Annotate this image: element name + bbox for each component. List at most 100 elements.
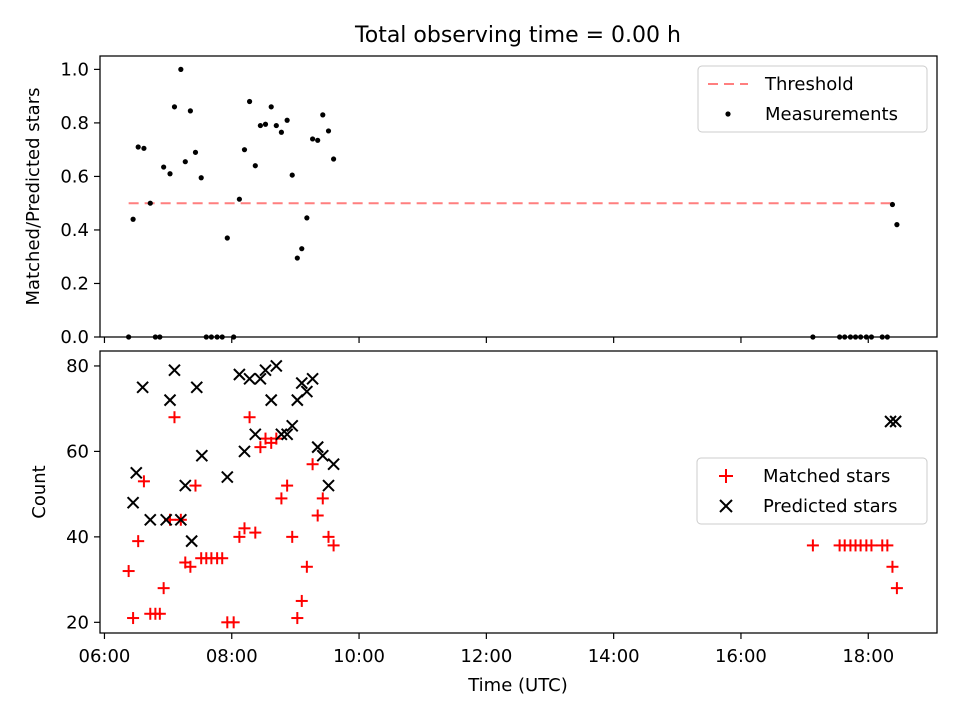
measurement-point <box>852 334 859 340</box>
measurement-point <box>837 334 843 340</box>
predicted-star-point <box>327 458 340 471</box>
matched-star-point <box>306 458 319 471</box>
matched-star-point <box>327 539 340 552</box>
count-y-tick-label: 60 <box>66 441 89 462</box>
measurement-point <box>278 129 285 135</box>
matched-star-point <box>132 535 145 548</box>
predicted-star-point <box>884 415 897 428</box>
predicted-legend-label: Predicted stars <box>763 496 897 517</box>
matched-star-point <box>295 594 308 607</box>
ratio-y-tick-label: 0.0 <box>60 327 89 348</box>
x-tick-label: 14:00 <box>588 646 640 667</box>
measurement-point <box>320 112 326 118</box>
ratio-plot-frame <box>99 55 938 338</box>
ratio-y-tick-label: 0.2 <box>60 273 89 294</box>
ratio-y-ticks: 0.0 0.2 0.4 0.6 0.8 1.0 <box>60 59 100 348</box>
matched-star-point <box>243 411 256 424</box>
measurement-point <box>868 334 875 340</box>
measurement-point <box>241 147 248 153</box>
matched-star-point <box>227 616 240 629</box>
measurement-point <box>130 216 136 222</box>
matched-star-point <box>157 582 170 595</box>
predicted-star-point <box>159 513 173 526</box>
matched-star-point <box>275 492 288 505</box>
measurement-point <box>203 334 209 340</box>
count-plot-frame <box>99 350 938 634</box>
count-legend: Matched stars Predicted stars <box>696 457 928 525</box>
predicted-star-point <box>889 415 902 428</box>
count-panel: 20 40 60 80 06:00 08:00 10:00 12:00 14:00 16:00 1… <box>29 350 938 696</box>
count-y-tick-label: 80 <box>66 356 89 377</box>
measurement-point <box>262 121 269 127</box>
matched-star-point <box>249 526 262 539</box>
ratio-y-tick-label: 0.6 <box>60 166 89 187</box>
count-y-tick-label: 20 <box>66 612 89 633</box>
matched-star-point <box>311 509 324 522</box>
ratio-y-tick-label: 1.0 <box>60 59 89 80</box>
measurement-point <box>171 104 178 110</box>
measurement-point <box>273 122 279 129</box>
measurement-point <box>141 145 147 151</box>
matched-star-point <box>865 539 878 552</box>
matched-star-point <box>806 539 819 552</box>
matched-star-point <box>189 479 202 492</box>
measurement-point <box>187 108 193 114</box>
matched-legend-swatch <box>719 469 733 483</box>
predicted-star-point <box>185 534 198 548</box>
predicted-star-point <box>238 445 251 458</box>
matched-star-point <box>254 441 267 454</box>
measurement-point <box>299 246 305 252</box>
measurement-point <box>894 222 900 228</box>
count-y-axis-label: Count <box>29 465 50 518</box>
predicted-star-point <box>243 372 256 385</box>
measurement-point <box>889 201 896 208</box>
measurement-point <box>236 196 242 202</box>
x-tick-label: 06:00 <box>79 646 131 667</box>
matched-star-point <box>122 565 135 578</box>
matched-star-point <box>886 560 899 573</box>
predicted-star-point <box>265 393 278 407</box>
predicted-star-point <box>130 466 143 479</box>
measurement-point <box>161 164 167 170</box>
x-tick-label: 18:00 <box>842 646 894 667</box>
ratio-y-tick-label: 0.8 <box>60 113 89 134</box>
measurement-point <box>252 163 258 169</box>
measurement-point <box>152 334 158 340</box>
predicted-star-point <box>295 376 308 390</box>
matched-star-point <box>291 612 304 625</box>
measurement-point <box>157 334 163 340</box>
measurement-point <box>884 334 890 340</box>
measurement-point <box>231 334 237 340</box>
matched-star-point <box>890 582 903 595</box>
measurement-point <box>289 172 295 178</box>
measurement-point <box>863 334 869 340</box>
count-y-ticks: 20 40 60 80 <box>66 356 100 633</box>
ratio-legend: Threshold Measurements <box>697 65 928 133</box>
matched-star-point <box>238 522 251 535</box>
matched-star-point <box>322 530 335 543</box>
measurement-point <box>325 128 332 134</box>
measurement-point <box>268 104 274 110</box>
predicted-star-point <box>179 479 192 492</box>
x-tick-label: 08:00 <box>206 646 258 667</box>
matched-star-point <box>300 560 313 573</box>
predicted-star-point <box>221 470 234 484</box>
matched-star-point <box>881 539 894 552</box>
measurement-point <box>847 334 854 340</box>
matched-star-point <box>153 607 166 620</box>
measurement-point <box>198 175 204 181</box>
predicted-star-point <box>163 393 177 407</box>
matched-star-point <box>137 475 150 488</box>
measurement-points <box>126 66 900 340</box>
measurement-point <box>284 117 290 123</box>
count-x-ticks: 06:00 08:00 10:00 12:00 14:00 16:00 18:00 <box>79 633 894 667</box>
predicted-star-point <box>174 513 188 526</box>
count-y-tick-label: 40 <box>66 527 89 548</box>
measurement-point <box>858 334 864 340</box>
predicted-star-point <box>168 364 181 377</box>
measurement-point <box>167 171 173 177</box>
matched-star-point <box>286 530 299 543</box>
predicted-star-point <box>322 479 335 492</box>
measurement-point <box>879 334 885 340</box>
measurement-point <box>330 156 337 162</box>
